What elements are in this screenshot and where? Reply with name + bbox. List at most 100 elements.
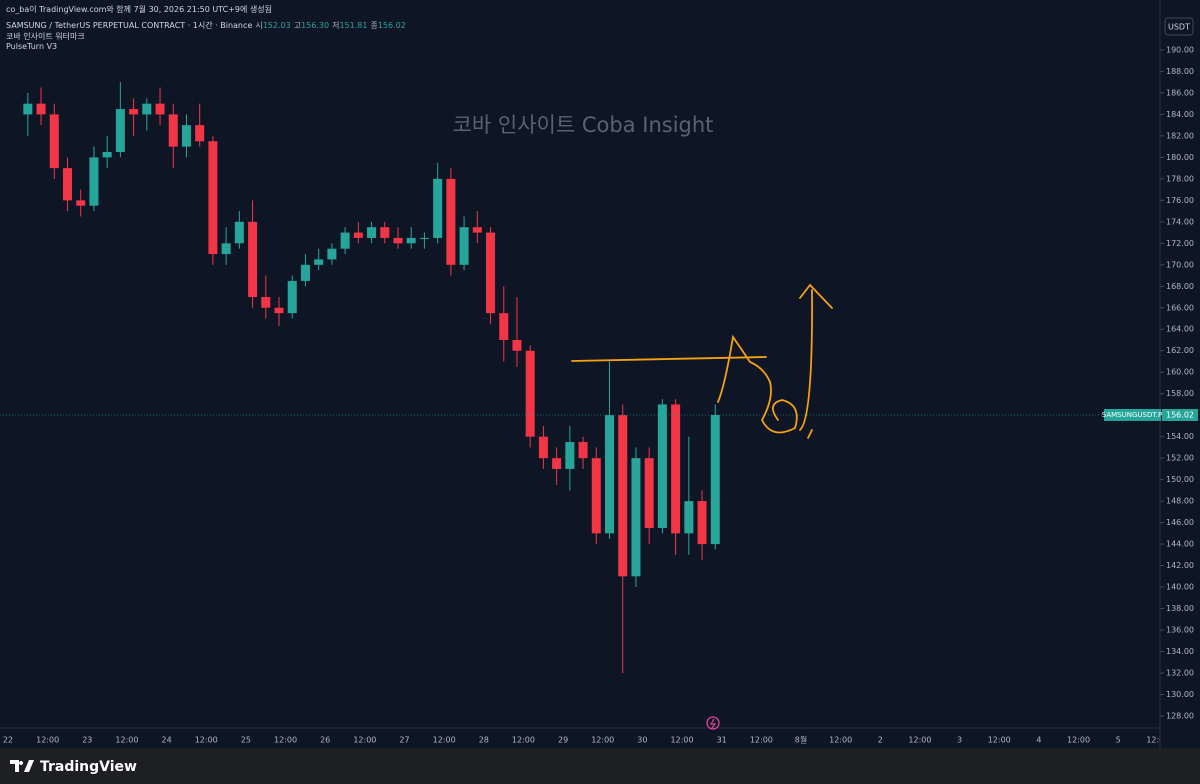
candle-body (300, 264, 310, 281)
indicator: 코바 인사이트 워터마크 (6, 32, 85, 41)
drawn-tick (807, 429, 813, 439)
candle-body (261, 297, 271, 308)
brand-logo: TradingView (10, 759, 137, 775)
x-tick-label: 12:00 (512, 736, 535, 745)
x-tick-label: 12:00 (750, 736, 773, 745)
x-tick-label: 2 (878, 736, 883, 745)
y-tick-label: 178.00 (1166, 174, 1194, 183)
drawn-arrow-head (799, 283, 833, 309)
candle-body (631, 458, 641, 577)
price-tag: 156.02 (1166, 410, 1194, 419)
x-tick-label: 30 (637, 736, 647, 745)
y-tick-label: 134.00 (1166, 647, 1194, 656)
symbol-tag: SAMSUNGUSDT.P (1102, 411, 1162, 419)
candle-body (181, 125, 191, 147)
currency-label[interactable]: USDT (1168, 23, 1190, 32)
ohlc-value: 156.30 (301, 21, 330, 30)
candle-body (406, 237, 416, 244)
candle-body (697, 501, 707, 545)
y-tick-label: 138.00 (1166, 604, 1194, 613)
y-tick-label: 146.00 (1166, 518, 1194, 527)
x-tick-label: 24 (162, 736, 172, 745)
y-tick-label: 162.00 (1166, 346, 1194, 355)
candle-body (23, 103, 33, 115)
y-tick-label: 164.00 (1166, 325, 1194, 334)
ohlc-label: 저 (332, 21, 340, 30)
y-tick-label: 188.00 (1166, 67, 1194, 76)
x-tick-label: 27 (399, 736, 409, 745)
ohlc-label: 고 (293, 21, 302, 30)
x-tick-label: 23 (82, 736, 92, 745)
x-tick-label: 22 (3, 736, 13, 745)
ohlc-value: 152.03 (262, 21, 291, 30)
logo-mark (10, 760, 34, 772)
x-tick-label: 12:00 (433, 736, 456, 745)
x-tick-label: 4 (1036, 736, 1041, 745)
drawing (571, 283, 833, 439)
candle-body (512, 339, 522, 351)
y-tick-label: 168.00 (1166, 282, 1194, 291)
candle-body (565, 442, 575, 469)
candle-body (459, 227, 469, 265)
candle-body (393, 237, 403, 244)
x-tick-label: 12:00 (36, 736, 59, 745)
candle-body (657, 404, 667, 528)
candle-body (142, 103, 152, 115)
y-tick-label: 128.00 (1166, 711, 1194, 720)
x-tick-label: 29 (558, 736, 568, 745)
event-icon[interactable] (706, 716, 720, 730)
candle-body (644, 458, 654, 528)
y-tick-label: 182.00 (1166, 131, 1194, 140)
candle-body (578, 442, 588, 459)
x-tick-label: 3 (957, 736, 962, 745)
candle-body (168, 114, 178, 147)
candle-body (618, 415, 628, 577)
candle-body (499, 313, 509, 340)
y-tick-label: 154.00 (1166, 432, 1194, 441)
candle-body (591, 458, 601, 534)
y-tick-label: 174.00 (1166, 217, 1194, 226)
candle-body (76, 200, 86, 206)
candle-body (419, 237, 429, 239)
candle-body (62, 168, 72, 201)
x-tick-label: 31 (717, 736, 727, 745)
ohlc-value: 151.81 (339, 21, 368, 30)
candle-body (433, 178, 443, 238)
candle-body (538, 436, 548, 459)
x-tick-label: 12:00 (115, 736, 138, 745)
drawn-path (717, 334, 798, 434)
candle-body (605, 415, 615, 534)
event-icon-bolt (709, 718, 717, 729)
y-tick-label: 166.00 (1166, 303, 1194, 312)
candle-body (195, 125, 205, 142)
candle-body (314, 259, 324, 265)
candle-body (234, 221, 244, 244)
candle-body (327, 248, 337, 260)
candle-body (552, 458, 562, 469)
drawn-arrow (799, 289, 813, 431)
x-tick-label: 12:00 (671, 736, 694, 745)
currency-button[interactable] (1164, 17, 1194, 36)
x-tick-label: 28 (479, 736, 489, 745)
candle-body (367, 227, 377, 238)
brand-name: TradingView (40, 759, 137, 775)
candle-body (115, 109, 125, 153)
candle-body (353, 232, 363, 238)
symbol-tag-bg (1104, 408, 1161, 421)
candle-body (129, 109, 139, 115)
candle-body (486, 232, 496, 314)
y-tick-label: 186.00 (1166, 88, 1194, 97)
y-tick-label: 158.00 (1166, 389, 1194, 398)
candle-body (380, 227, 390, 238)
x-tick-label: 12:00 (908, 736, 931, 745)
symbol: SAMSUNG / TetherUS PERPETUAL CONTRACT · … (6, 21, 253, 30)
y-tick-label: 152.00 (1166, 454, 1194, 463)
y-tick-label: 130.00 (1166, 690, 1194, 699)
watermark: 코바 인사이트 Coba Insight (453, 113, 714, 137)
y-tick-label: 176.00 (1166, 196, 1194, 205)
x-tick-label: 12:00 (195, 736, 218, 745)
candle-body (208, 141, 218, 255)
x-tick-label: 12:00 (1067, 736, 1090, 745)
